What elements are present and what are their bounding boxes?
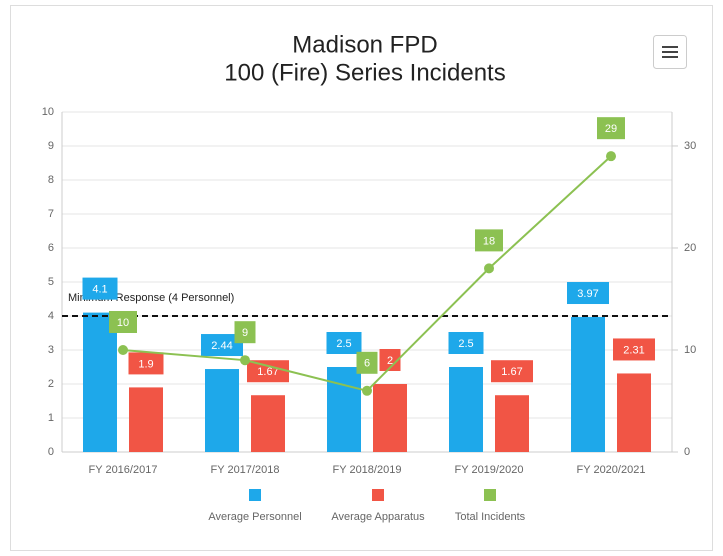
legend-label: Average Apparatus bbox=[331, 511, 425, 523]
data-label-box bbox=[356, 351, 378, 374]
line-point bbox=[606, 151, 616, 162]
bar bbox=[617, 373, 651, 452]
data-label: 10 bbox=[117, 317, 129, 329]
data-label: 2 bbox=[387, 355, 393, 367]
y-tick-label: 6 bbox=[48, 242, 54, 254]
legend-label: Average Personnel bbox=[208, 511, 301, 523]
data-label: 1.67 bbox=[257, 366, 278, 378]
x-tick-label: FY 2018/2019 bbox=[333, 464, 402, 476]
bar bbox=[373, 384, 407, 452]
y-tick-label: 8 bbox=[48, 174, 54, 186]
data-label-box bbox=[379, 349, 401, 371]
y-tick-label: 5 bbox=[48, 276, 54, 288]
data-label-box bbox=[201, 334, 243, 357]
data-label: 2.5 bbox=[336, 338, 351, 350]
bar bbox=[495, 395, 529, 452]
y-tick-label: 9 bbox=[48, 140, 54, 152]
data-label-box bbox=[247, 360, 289, 383]
data-label-box bbox=[128, 352, 164, 375]
y-tick-label: 0 bbox=[48, 446, 54, 458]
line-point bbox=[118, 344, 128, 355]
x-tick-label: FY 2019/2020 bbox=[455, 464, 524, 476]
data-label: 2.31 bbox=[623, 344, 644, 356]
data-label-box bbox=[475, 229, 503, 252]
data-label-box bbox=[448, 332, 484, 354]
bar bbox=[205, 369, 239, 452]
y-tick-label: 10 bbox=[42, 106, 54, 118]
y2-tick-label: 30 bbox=[684, 140, 696, 152]
data-label-box bbox=[326, 332, 362, 354]
data-label-box bbox=[82, 277, 118, 300]
data-label-box bbox=[109, 310, 137, 333]
data-label: 9 bbox=[242, 327, 248, 339]
chart-subtitle: 100 (Fire) Series Incidents bbox=[224, 59, 505, 86]
menu-icon bbox=[662, 46, 678, 58]
legend-swatch bbox=[484, 489, 496, 501]
card bbox=[10, 5, 713, 551]
data-label: 2.44 bbox=[211, 340, 232, 352]
y-tick-label: 4 bbox=[48, 310, 54, 322]
data-label-box bbox=[567, 282, 609, 305]
line-point bbox=[362, 385, 372, 396]
x-tick-label: FY 2020/2021 bbox=[577, 464, 646, 476]
data-label: 29 bbox=[605, 123, 617, 135]
data-label: 18 bbox=[483, 235, 495, 247]
data-label-box bbox=[234, 321, 256, 344]
data-label-box bbox=[491, 360, 533, 383]
bar bbox=[327, 367, 361, 452]
bar bbox=[83, 312, 117, 452]
y-tick-label: 7 bbox=[48, 208, 54, 220]
legend-swatch bbox=[372, 489, 384, 501]
data-label: 6 bbox=[364, 358, 370, 370]
data-label: 1.9 bbox=[138, 358, 153, 370]
data-label: 2.5 bbox=[458, 338, 473, 350]
bar bbox=[251, 395, 285, 452]
y-tick-label: 2 bbox=[48, 378, 54, 390]
y2-tick-label: 10 bbox=[684, 344, 696, 356]
data-label: 1.67 bbox=[501, 366, 522, 378]
line-point bbox=[240, 355, 250, 366]
bar bbox=[129, 387, 163, 452]
chart-title: Madison FPD bbox=[292, 31, 437, 58]
data-label-box bbox=[597, 117, 625, 140]
x-tick-label: FY 2017/2018 bbox=[211, 464, 280, 476]
bar bbox=[449, 367, 483, 452]
data-label-box bbox=[613, 338, 655, 361]
y2-tick-label: 0 bbox=[684, 446, 690, 458]
legend-label: Total Incidents bbox=[455, 511, 526, 523]
data-label: 3.97 bbox=[577, 288, 598, 300]
x-tick-label: FY 2016/2017 bbox=[89, 464, 158, 476]
data-label: 4.1 bbox=[92, 284, 107, 296]
y2-tick-label: 20 bbox=[684, 242, 696, 254]
bar bbox=[571, 317, 605, 452]
y-tick-label: 3 bbox=[48, 344, 54, 356]
legend-swatch bbox=[249, 489, 261, 501]
y-tick-label: 1 bbox=[48, 412, 54, 424]
menu-button[interactable] bbox=[653, 35, 687, 69]
line-point bbox=[484, 263, 494, 274]
